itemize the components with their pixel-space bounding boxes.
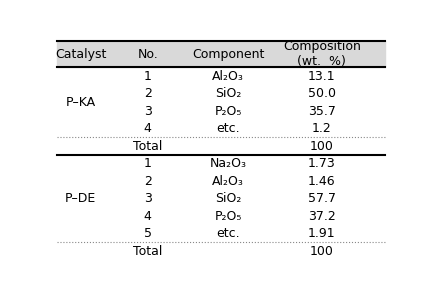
Text: 1.46: 1.46 — [308, 174, 336, 187]
Text: etc.: etc. — [216, 227, 240, 240]
Text: Al₂O₃: Al₂O₃ — [212, 174, 244, 187]
Text: 3: 3 — [144, 104, 152, 118]
Text: 4: 4 — [144, 122, 152, 135]
Text: 35.7: 35.7 — [308, 104, 336, 118]
Text: 100: 100 — [310, 245, 334, 257]
Text: 1.73: 1.73 — [308, 157, 336, 170]
Text: Total: Total — [133, 245, 162, 257]
Text: P₂O₅: P₂O₅ — [214, 104, 242, 118]
Text: 50.0: 50.0 — [308, 87, 336, 100]
Text: 1.91: 1.91 — [308, 227, 336, 240]
Text: Catalyst: Catalyst — [55, 48, 106, 61]
Text: etc.: etc. — [216, 122, 240, 135]
Text: Composition
(wt.  %): Composition (wt. %) — [283, 40, 361, 68]
Bar — [57, 41, 385, 67]
Text: 37.2: 37.2 — [308, 210, 336, 222]
Text: 1: 1 — [144, 69, 152, 83]
Text: 1.2: 1.2 — [312, 122, 332, 135]
Text: 3: 3 — [144, 192, 152, 205]
Text: 5: 5 — [144, 227, 152, 240]
Text: No.: No. — [137, 48, 158, 61]
Text: P₂O₅: P₂O₅ — [214, 210, 242, 222]
Text: 1: 1 — [144, 157, 152, 170]
Text: Al₂O₃: Al₂O₃ — [212, 69, 244, 83]
Text: 57.7: 57.7 — [308, 192, 336, 205]
Text: 4: 4 — [144, 210, 152, 222]
Text: Component: Component — [192, 48, 264, 61]
Text: SiO₂: SiO₂ — [215, 192, 241, 205]
Text: 13.1: 13.1 — [308, 69, 336, 83]
Text: Na₂O₃: Na₂O₃ — [210, 157, 247, 170]
Text: 2: 2 — [144, 87, 152, 100]
Text: Total: Total — [133, 139, 162, 152]
Text: 100: 100 — [310, 139, 334, 152]
Text: 2: 2 — [144, 174, 152, 187]
Text: SiO₂: SiO₂ — [215, 87, 241, 100]
Text: P–DE: P–DE — [65, 192, 96, 205]
Text: P–KA: P–KA — [66, 96, 96, 109]
